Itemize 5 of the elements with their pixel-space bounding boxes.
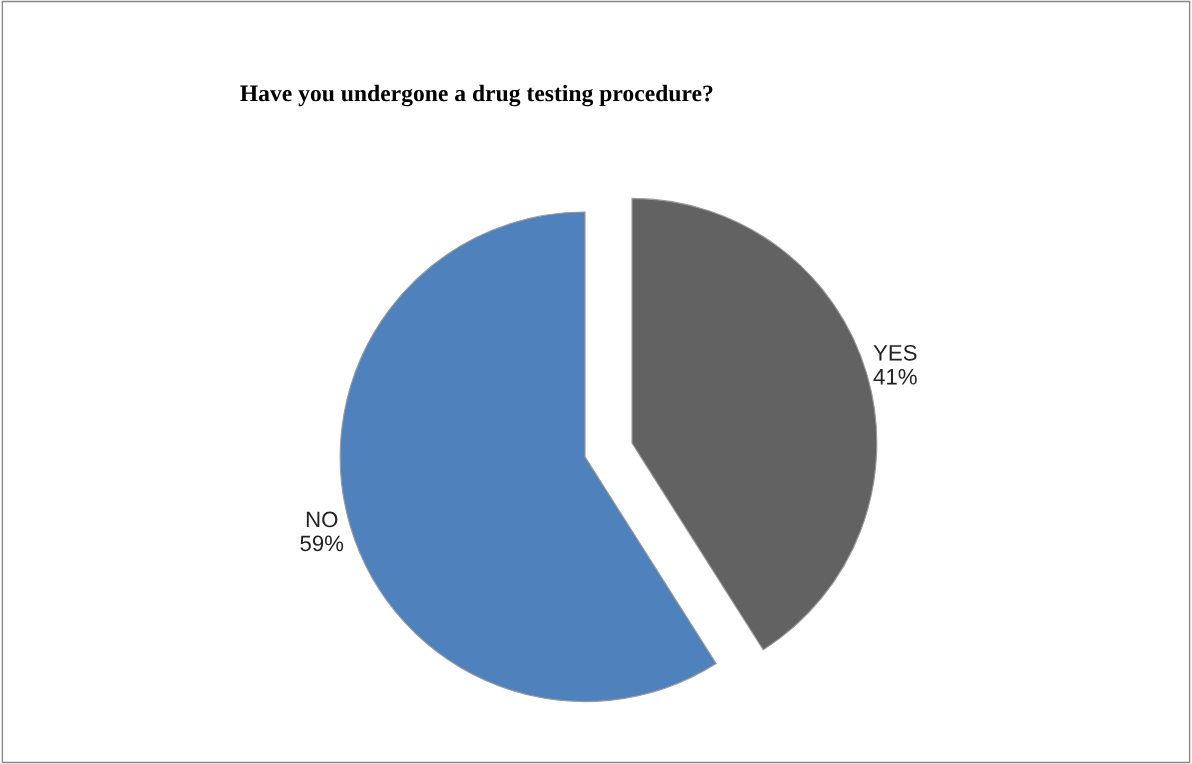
- slice-label: YES: [873, 344, 917, 361]
- data-label: 41%: [873, 368, 917, 385]
- slice-label: NO: [306, 511, 338, 528]
- data-label: 59%: [300, 535, 344, 552]
- chart-title: Have you undergone a drug testing procedure?: [240, 84, 713, 107]
